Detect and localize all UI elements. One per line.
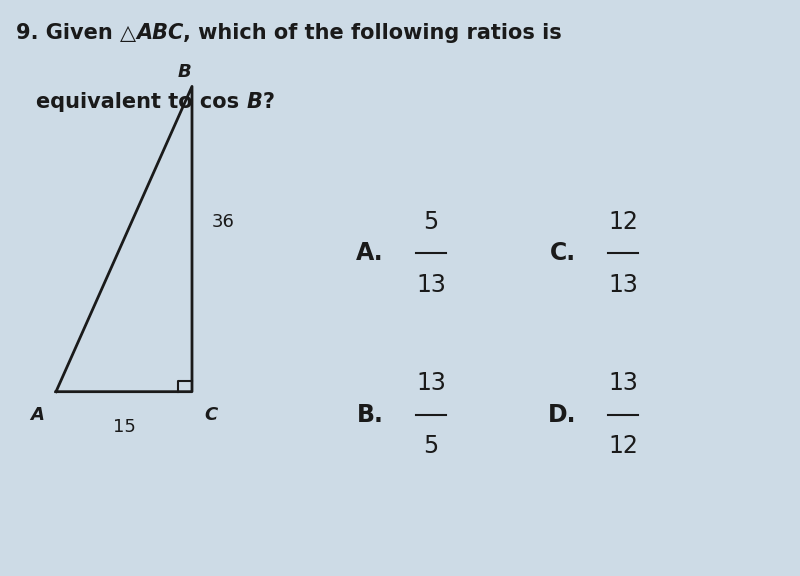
Text: A: A bbox=[30, 406, 44, 424]
Text: 15: 15 bbox=[113, 418, 135, 435]
Text: B: B bbox=[177, 63, 191, 81]
Text: 36: 36 bbox=[212, 213, 235, 231]
Text: 13: 13 bbox=[416, 371, 446, 395]
Text: ?: ? bbox=[262, 92, 274, 112]
Text: , which of the following ratios is: , which of the following ratios is bbox=[183, 23, 562, 43]
Text: B: B bbox=[246, 92, 262, 112]
Text: 9. Given: 9. Given bbox=[16, 23, 120, 43]
Text: 5: 5 bbox=[423, 210, 439, 234]
Text: 13: 13 bbox=[608, 273, 638, 297]
Text: 13: 13 bbox=[608, 371, 638, 395]
Text: C: C bbox=[204, 406, 218, 424]
Text: 5: 5 bbox=[423, 434, 439, 458]
Text: 12: 12 bbox=[608, 434, 638, 458]
Text: D.: D. bbox=[547, 403, 576, 427]
Text: 13: 13 bbox=[416, 273, 446, 297]
Text: B.: B. bbox=[357, 403, 384, 427]
Text: A.: A. bbox=[356, 241, 384, 266]
Text: equivalent to cos: equivalent to cos bbox=[36, 92, 246, 112]
Text: 12: 12 bbox=[608, 210, 638, 234]
Text: ABC: ABC bbox=[136, 23, 183, 43]
Text: △: △ bbox=[120, 23, 136, 43]
Text: C.: C. bbox=[550, 241, 576, 266]
